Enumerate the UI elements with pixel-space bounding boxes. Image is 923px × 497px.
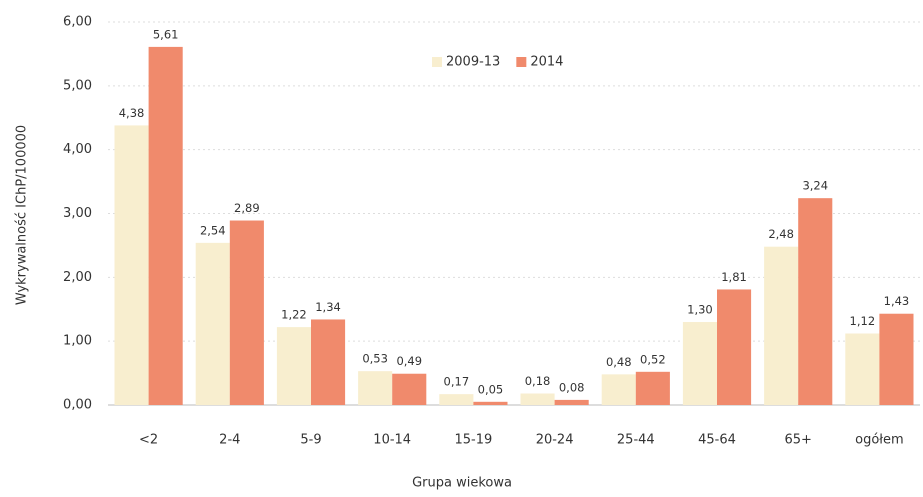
x-tick-label: 25-44 — [617, 433, 655, 448]
y-tick-label: 3,00 — [63, 206, 92, 221]
y-tick-label: 6,00 — [63, 15, 92, 30]
x-tick-label: ogółem — [855, 433, 904, 448]
value-label: 5,61 — [153, 27, 179, 41]
x-tick-label: 10-14 — [373, 433, 411, 448]
bar — [276, 327, 311, 405]
value-label: 0,18 — [525, 374, 551, 388]
bar — [473, 401, 508, 405]
y-tick-label: 5,00 — [63, 78, 92, 93]
bar — [682, 322, 717, 405]
bar — [358, 371, 393, 405]
value-label: 0,49 — [396, 354, 422, 368]
value-label: 1,30 — [687, 303, 713, 317]
bar — [845, 333, 880, 405]
value-label: 0,52 — [640, 352, 666, 366]
bar — [114, 125, 149, 405]
value-label: 2,54 — [200, 223, 226, 237]
value-label: 2,89 — [234, 201, 260, 215]
bar — [635, 371, 670, 405]
x-tick-label: 45-64 — [698, 433, 736, 448]
value-label: 1,34 — [315, 300, 341, 314]
legend-swatch — [516, 57, 527, 67]
bar — [798, 198, 833, 405]
bar — [439, 394, 474, 405]
legend-label: 2014 — [530, 55, 563, 70]
value-label: 2,48 — [768, 227, 794, 241]
y-tick-label: 1,00 — [63, 334, 92, 349]
x-tick-label: 65+ — [784, 433, 811, 448]
bar — [392, 373, 427, 405]
x-tick-label: <2 — [139, 433, 158, 448]
value-label: 0,53 — [362, 352, 388, 366]
value-label: 0,17 — [444, 375, 470, 389]
bar — [879, 313, 914, 405]
value-label: 1,22 — [281, 308, 307, 322]
value-label: 1,81 — [721, 270, 747, 284]
bar — [229, 220, 264, 405]
legend-label: 2009-13 — [446, 55, 500, 70]
bar — [311, 319, 346, 405]
value-label: 0,08 — [559, 380, 585, 394]
y-tick-label: 2,00 — [63, 270, 92, 285]
value-label: 1,12 — [850, 314, 876, 328]
bar — [195, 242, 230, 405]
x-tick-label: 15-19 — [455, 433, 493, 448]
bar — [520, 393, 555, 405]
bar — [717, 289, 752, 405]
x-axis-title: Grupa wiekowa — [412, 476, 512, 491]
x-tick-label: 5-9 — [300, 433, 321, 448]
x-tick-label: 20-24 — [536, 433, 574, 448]
y-axis-title: Wykrywalność IChP/100000 — [15, 125, 30, 305]
value-label: 1,43 — [884, 294, 910, 308]
bar — [601, 374, 636, 405]
bar — [148, 46, 183, 406]
bar — [554, 399, 589, 405]
legend-swatch — [432, 57, 442, 67]
y-tick-label: 0,00 — [63, 398, 92, 413]
value-label: 0,48 — [606, 355, 632, 369]
value-label: 4,38 — [119, 106, 145, 120]
value-label: 3,24 — [802, 179, 828, 193]
x-tick-label: 2-4 — [219, 433, 240, 448]
value-label: 0,05 — [478, 382, 504, 396]
bar — [764, 246, 799, 405]
y-tick-label: 4,00 — [63, 142, 92, 157]
